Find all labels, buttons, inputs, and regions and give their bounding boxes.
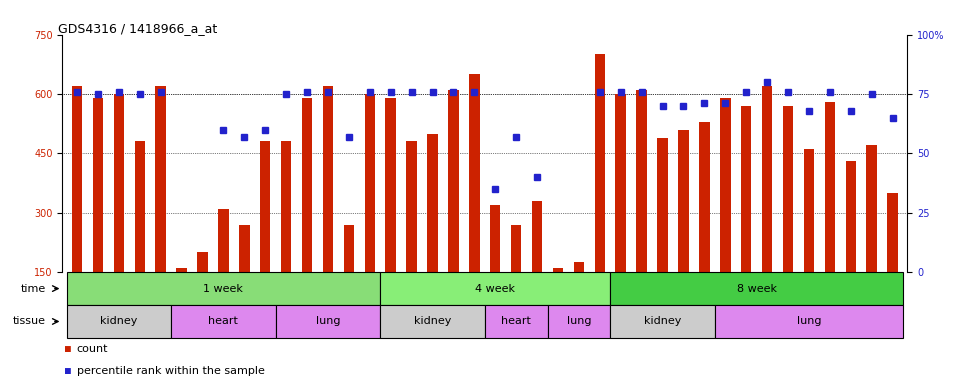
Text: time: time xyxy=(20,283,46,294)
Bar xyxy=(762,86,773,272)
Bar xyxy=(887,193,898,272)
Bar xyxy=(547,305,611,338)
Bar xyxy=(720,98,731,272)
Text: ■: ■ xyxy=(65,366,71,376)
Bar xyxy=(66,272,380,305)
Bar xyxy=(177,268,187,272)
Bar xyxy=(406,141,417,272)
Text: heart: heart xyxy=(208,316,238,326)
Bar xyxy=(611,305,715,338)
Text: kidney: kidney xyxy=(100,316,137,326)
Bar xyxy=(636,90,647,272)
Bar xyxy=(611,272,903,305)
Bar xyxy=(485,305,547,338)
Bar xyxy=(846,161,856,272)
Bar xyxy=(825,102,835,272)
Bar xyxy=(197,252,207,272)
Bar xyxy=(490,205,500,272)
Text: GDS4316 / 1418966_a_at: GDS4316 / 1418966_a_at xyxy=(59,22,217,35)
Text: tissue: tissue xyxy=(12,316,46,326)
Bar xyxy=(323,86,333,272)
Text: lung: lung xyxy=(316,316,340,326)
Bar xyxy=(66,305,171,338)
Bar xyxy=(594,55,605,272)
Text: ■: ■ xyxy=(65,344,71,354)
Bar xyxy=(532,201,542,272)
Bar xyxy=(218,209,228,272)
Bar xyxy=(171,305,276,338)
Bar xyxy=(553,268,564,272)
Text: percentile rank within the sample: percentile rank within the sample xyxy=(77,366,265,376)
Text: lung: lung xyxy=(566,316,591,326)
Bar xyxy=(260,141,271,272)
Text: heart: heart xyxy=(501,316,531,326)
Bar xyxy=(782,106,793,272)
Bar xyxy=(658,137,668,272)
Bar xyxy=(699,122,709,272)
Bar xyxy=(678,129,688,272)
Text: 4 week: 4 week xyxy=(475,283,516,294)
Bar xyxy=(72,86,83,272)
Text: 8 week: 8 week xyxy=(736,283,777,294)
Bar xyxy=(301,98,312,272)
Bar xyxy=(365,94,375,272)
Text: 1 week: 1 week xyxy=(204,283,243,294)
Bar xyxy=(344,225,354,272)
Bar xyxy=(276,305,380,338)
Bar xyxy=(715,305,903,338)
Bar xyxy=(574,262,584,272)
Bar xyxy=(511,225,521,272)
Bar xyxy=(867,146,876,272)
Bar xyxy=(448,90,459,272)
Bar xyxy=(281,141,292,272)
Bar xyxy=(427,134,438,272)
Text: kidney: kidney xyxy=(644,316,682,326)
Bar xyxy=(93,98,103,272)
Text: lung: lung xyxy=(797,316,821,326)
Bar xyxy=(380,272,611,305)
Bar xyxy=(134,141,145,272)
Bar xyxy=(113,94,124,272)
Bar xyxy=(615,94,626,272)
Bar xyxy=(469,74,480,272)
Bar xyxy=(156,86,166,272)
Text: kidney: kidney xyxy=(414,316,451,326)
Bar xyxy=(804,149,814,272)
Bar xyxy=(380,305,485,338)
Bar xyxy=(741,106,752,272)
Bar xyxy=(386,98,396,272)
Bar xyxy=(239,225,250,272)
Text: count: count xyxy=(77,344,108,354)
